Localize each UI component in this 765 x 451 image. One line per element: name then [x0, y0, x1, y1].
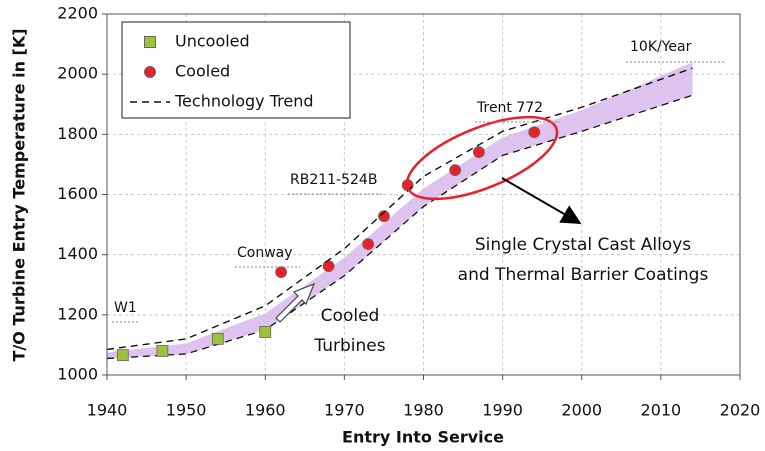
- legend-label: Uncooled: [175, 32, 250, 51]
- point: [156, 345, 169, 357]
- y-tick-label: 1200: [57, 304, 98, 323]
- y-axis-title: T/O Turbine Entry Temperature in [K]: [10, 28, 29, 361]
- point: [378, 210, 390, 223]
- annotation: RB211-524B: [290, 172, 377, 188]
- legend: Uncooled Cooled Technology Trend: [130, 32, 314, 111]
- legend-label: Technology Trend: [174, 92, 314, 111]
- point: [259, 326, 272, 338]
- annotation: Trent 772: [476, 100, 543, 116]
- plot-frame: [106, 13, 741, 376]
- point: [322, 260, 335, 272]
- point: [116, 349, 129, 362]
- x-tick-label: 1940: [87, 401, 128, 420]
- trend-line: [106, 67, 693, 351]
- point: [528, 126, 541, 139]
- legend-label: Cooled: [175, 62, 230, 81]
- x-tick-label: 1970: [324, 401, 365, 420]
- y-tick-label: 1000: [57, 365, 98, 384]
- x-tick-label: 2020: [720, 401, 761, 420]
- x-tick-label: 1960: [245, 401, 286, 420]
- y-tick-label: 1400: [57, 244, 98, 263]
- point: [449, 164, 462, 177]
- x-tick-label: 2010: [641, 401, 682, 420]
- y-tick-label: 1600: [57, 184, 98, 203]
- y-tick-label: 1800: [57, 124, 98, 143]
- band-area: [107, 62, 693, 359]
- y-tick-label: 2200: [57, 4, 98, 23]
- annotation: 10K/Year: [630, 39, 692, 55]
- x-tick-label: 2000: [561, 401, 602, 420]
- band-layer: [106, 62, 693, 360]
- point: [211, 332, 224, 345]
- annotation: and Thermal Barrier Coatings: [458, 265, 709, 285]
- y-tick-label: 2000: [57, 64, 98, 83]
- annotation: Single Crystal Cast Alloys: [475, 235, 691, 255]
- highlight-ellipse: [405, 115, 559, 201]
- hollow-arrow: [275, 282, 316, 323]
- annotation: Conway: [237, 245, 293, 261]
- x-tick-label: 1990: [482, 401, 523, 420]
- annotations: W1 Conway RB211-524B Trent 772 10K/Year Coole…: [112, 39, 726, 356]
- arrow: [501, 177, 582, 225]
- x-tick-label: 1950: [166, 401, 207, 420]
- legend-symbol: [144, 66, 156, 78]
- point: [472, 146, 485, 158]
- x-tick-label: 1980: [403, 401, 444, 420]
- marks-layer: [106, 67, 693, 362]
- point: [362, 238, 375, 251]
- legend-symbol: [144, 36, 156, 48]
- annotation: Turbines: [313, 336, 385, 356]
- annotation: Cooled: [321, 306, 380, 326]
- point: [275, 266, 287, 279]
- annotation: W1: [114, 300, 137, 316]
- x-axis-title: Entry Into Service: [342, 428, 504, 447]
